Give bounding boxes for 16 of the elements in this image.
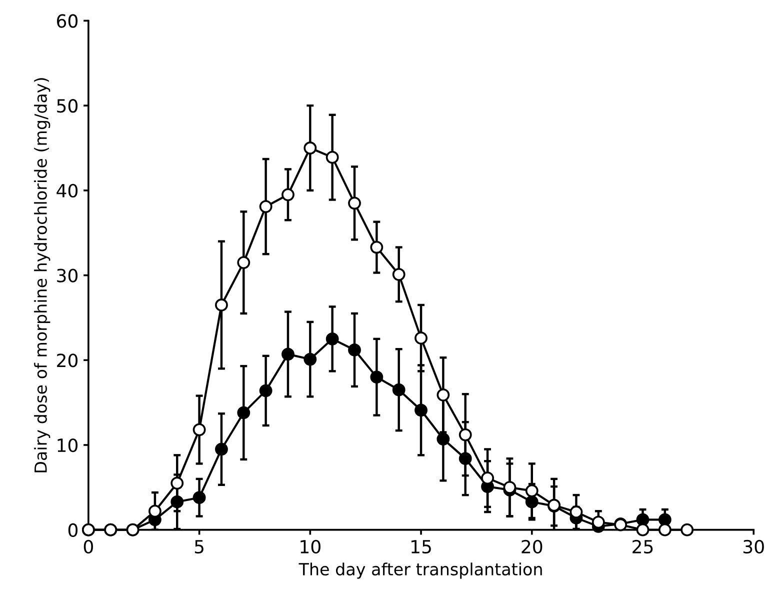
y-tick-label: 50 <box>57 99 78 113</box>
y-tick-label: 40 <box>56 184 78 198</box>
y-tick-label: 30 <box>57 268 78 282</box>
y-tick-label: 10 <box>58 438 78 452</box>
x-tick-label: 20 <box>522 540 542 554</box>
x-tick-label: 0 <box>84 540 93 554</box>
y-tick-label: 60 <box>57 14 78 28</box>
y-axis-title: Dairy dose of morphine hydrochloride (mg/day) <box>34 78 50 472</box>
x-tick-label: 5 <box>194 540 204 554</box>
x-tick-label: 15 <box>412 540 431 554</box>
x-tick-label: 10 <box>300 540 320 554</box>
x-tick-label: 30 <box>744 540 764 554</box>
x-tick-label: 25 <box>632 540 653 554</box>
y-tick-label: 0 <box>68 523 78 537</box>
y-tick-label: 20 <box>57 354 78 368</box>
x-axis-title: The day after transplantation <box>298 562 542 579</box>
